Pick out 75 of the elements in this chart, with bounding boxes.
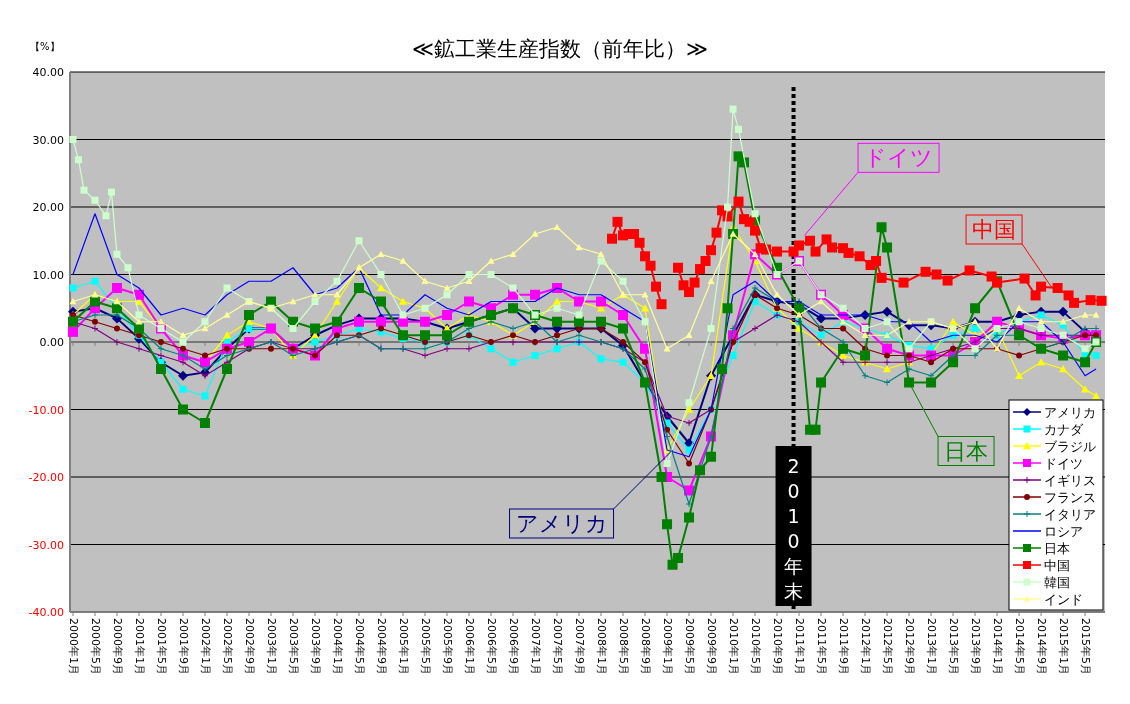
x-tick-label: 2001年5月 [154,618,168,675]
y-tick-label: 20.00 [32,201,64,214]
x-tick-label: 2000年1月 [66,618,80,675]
chart-title: ≪鉱工業生産指数（前年比）≫ [412,37,708,61]
legend-label: フランス [1044,490,1096,505]
x-tick-label: 2006年1月 [463,618,477,675]
y-tick-label: 0.00 [39,336,64,349]
x-tick-label: 2013年5月 [947,618,961,675]
x-tick-label: 2006年9月 [507,618,521,675]
x-tick-label: 2010年9月 [771,618,785,675]
annotation: アメリカ [515,511,608,536]
y-tick-label: -40.00 [28,606,64,619]
x-tick-label: 2005年5月 [419,618,433,675]
legend-label: イギリス [1044,473,1096,488]
x-tick-label: 2003年9月 [309,618,322,675]
y-axis-title: 【%】 [30,41,60,52]
y-tick-label: -30.00 [28,538,64,552]
x-tick-label: 2012年5月 [881,618,895,675]
legend-label: 中国 [1044,558,1070,573]
legend-label: ブラジル [1044,439,1096,454]
x-tick-label: 2003年5月 [287,618,300,675]
legend-label: イタリア [1044,507,1096,522]
x-tick-label: 2008年9月 [639,618,653,675]
y-tick-label: 10.00 [32,268,64,282]
x-tick-label: 2000年5月 [88,618,102,675]
x-tick-label: 2007年9月 [573,618,587,675]
x-tick-label: 2009年1月 [661,618,675,675]
x-tick-label: 2012年9月 [903,618,917,675]
x-tick-label: 2003年1月 [264,618,278,675]
x-tick-label: 2008年1月 [595,618,609,675]
x-tick-label: 2011年5月 [815,618,829,675]
x-tick-label: 2014年1月 [991,618,1005,675]
x-tick-label: 2004年9月 [375,618,388,675]
x-tick-label: 2002年1月 [198,618,212,675]
x-tick-label: 2011年9月 [837,618,851,675]
x-tick-label: 2007年5月 [551,618,565,675]
x-tick-label: 2011年1月 [793,618,807,675]
y-tick-label: -10.00 [28,403,64,417]
x-tick-label: 2014年9月 [1035,618,1049,675]
annotation: 日本 [944,438,989,464]
x-tick-label: 2012年1月 [859,618,873,675]
legend-label: 韓国 [1044,575,1070,590]
legend-label: インド [1044,592,1083,607]
x-tick-label: 2001年1月 [132,618,146,675]
x-tick-label: 2002年9月 [242,618,256,675]
x-tick-label: 2000年9月 [110,618,124,675]
x-tick-label: 2002年5月 [220,618,234,675]
x-tick-label: 2007年1月 [529,618,543,675]
x-tick-label: 2013年9月 [969,618,983,675]
y-tick-label: 40.00 [32,66,64,79]
x-tick-label: 2004年5月 [353,618,366,675]
annotation: ドイツ [864,145,934,171]
x-tick-label: 2010年5月 [749,618,763,675]
x-tick-label: 2009年9月 [705,618,719,675]
x-tick-label: 2006年5月 [485,618,499,675]
x-tick-label: 2015年1月 [1057,618,1071,675]
legend-label: アメリカ [1044,405,1096,420]
x-tick-label: 2008年5月 [617,618,631,675]
legend-label: ドイツ [1044,456,1083,471]
y-tick-label: 30.00 [32,133,64,147]
x-tick-label: 2009年5月 [683,618,697,675]
x-tick-label: 2014年5月 [1013,618,1027,675]
legend-label: 日本 [1044,541,1070,556]
x-tick-label: 2005年9月 [441,618,455,675]
x-tick-label: 2015年5月 [1079,618,1093,675]
legend-label: ロシア [1044,524,1083,539]
annotation: 中国 [972,217,1017,242]
x-tick-label: 2010年1月 [727,618,741,675]
x-tick-label: 2001年9月 [176,618,190,675]
legend-label: カナダ [1044,422,1084,437]
x-tick-label: 2013年1月 [925,618,939,675]
ref-line-label: 2010年末 [784,455,804,602]
x-tick-label: 2005年1月 [397,618,411,675]
y-tick-label: -20.00 [28,471,64,484]
x-tick-label: 2004年1月 [331,618,344,675]
